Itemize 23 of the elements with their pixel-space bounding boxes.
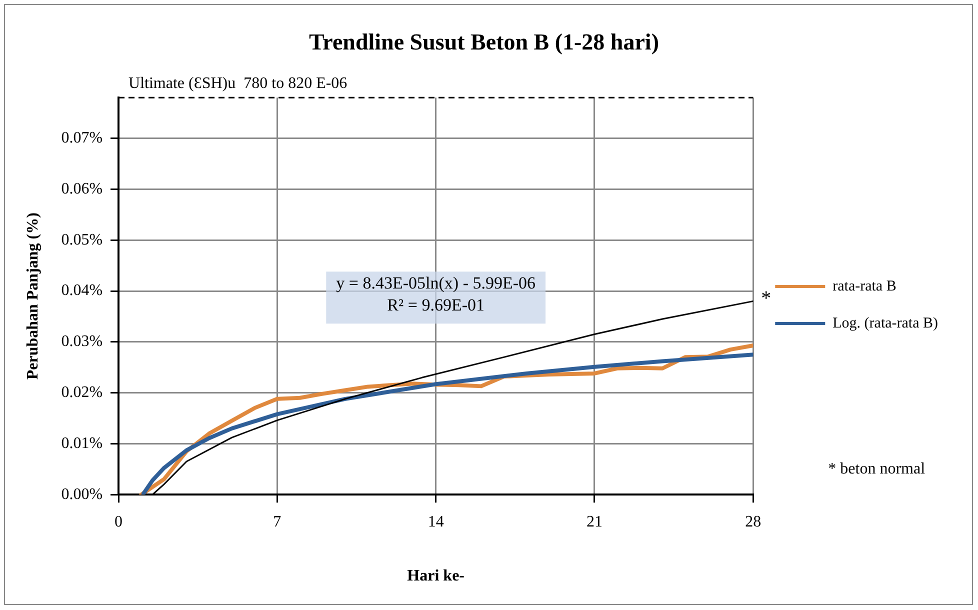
y-tick-label: 0.07% — [61, 130, 103, 147]
legend-label: rata-rata B — [832, 278, 896, 294]
y-axis-title: Perubahan Panjang (%) — [24, 212, 42, 380]
x-tick-label: 7 — [273, 513, 282, 530]
x-axis-title: Hari ke- — [407, 568, 464, 585]
chart-title: Trendline Susut Beton B (1-28 hari) — [309, 30, 659, 55]
annotation: * — [761, 287, 772, 310]
y-tick-label: 0.06% — [61, 180, 103, 198]
legend-label: Log. (rata-rata B) — [832, 315, 938, 332]
annotation: y = 8.43E-05ln(x) - 5.99E-06 — [336, 274, 536, 293]
y-tick-label: 0.05% — [61, 231, 103, 248]
annotation: R² = 9.69E-01 — [387, 296, 484, 315]
x-tick-label: 21 — [586, 513, 602, 530]
y-tick-label: 0.02% — [61, 384, 103, 402]
x-tick-label: 0 — [114, 513, 123, 530]
x-tick-label: 28 — [745, 513, 762, 530]
text: * beton normal — [828, 460, 926, 478]
y-tick-label: 0.01% — [61, 434, 103, 452]
ref-line-label: Ultimate (ƐSH)u 780 to 820 E-06 — [128, 74, 348, 92]
y-tick-label: 0.00% — [61, 486, 103, 503]
y-tick-label: 0.03% — [61, 333, 103, 350]
y-tick-label: 0.04% — [61, 282, 103, 300]
x-tick-label: 14 — [428, 513, 444, 530]
